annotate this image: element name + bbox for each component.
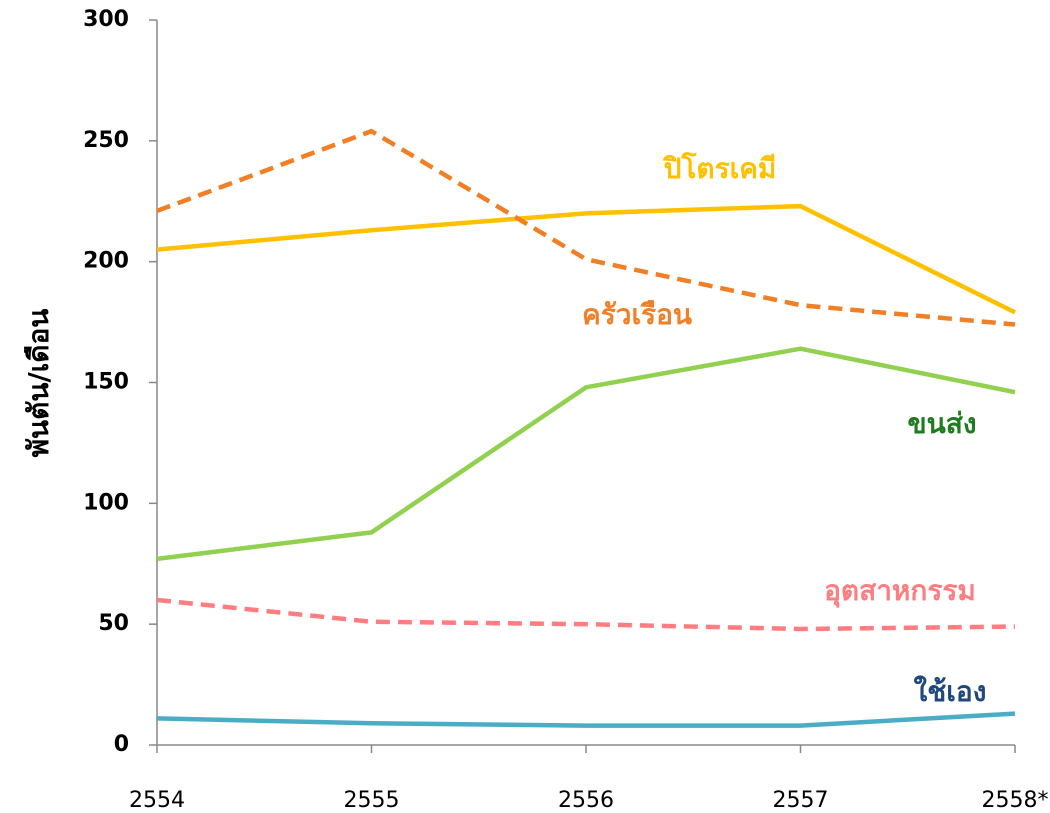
- x-tick-label: 2556: [558, 788, 614, 813]
- series-label: อุตสาหกรรม: [824, 574, 976, 608]
- x-tick-label: 2557: [773, 788, 829, 813]
- y-tick-label: 0: [114, 732, 129, 757]
- series-line: [156, 346, 1016, 562]
- series-label: ปิโตรเคมี: [662, 151, 777, 185]
- x-tick-label: 2554: [129, 788, 185, 813]
- y-tick-label: 200: [83, 249, 129, 274]
- series-line: [156, 128, 1016, 327]
- y-axis-label: พันตัน/เดือน: [22, 309, 55, 458]
- y-tick-label: 100: [83, 490, 129, 515]
- series-label: ใช้เอง: [914, 675, 987, 708]
- series-line: [156, 203, 1016, 315]
- x-tick-label: 2555: [344, 788, 400, 813]
- series-label: ครัวเรือน: [582, 298, 692, 331]
- series-line: [156, 597, 1016, 632]
- series-label: ขนส่ง: [907, 407, 976, 440]
- y-tick-label: 50: [98, 611, 129, 636]
- y-tick-label: 300: [83, 7, 129, 32]
- y-tick-label: 250: [83, 128, 129, 153]
- y-tick-label: 150: [83, 370, 129, 395]
- series-line: [156, 711, 1016, 728]
- x-tick-label: 2558*: [982, 788, 1049, 813]
